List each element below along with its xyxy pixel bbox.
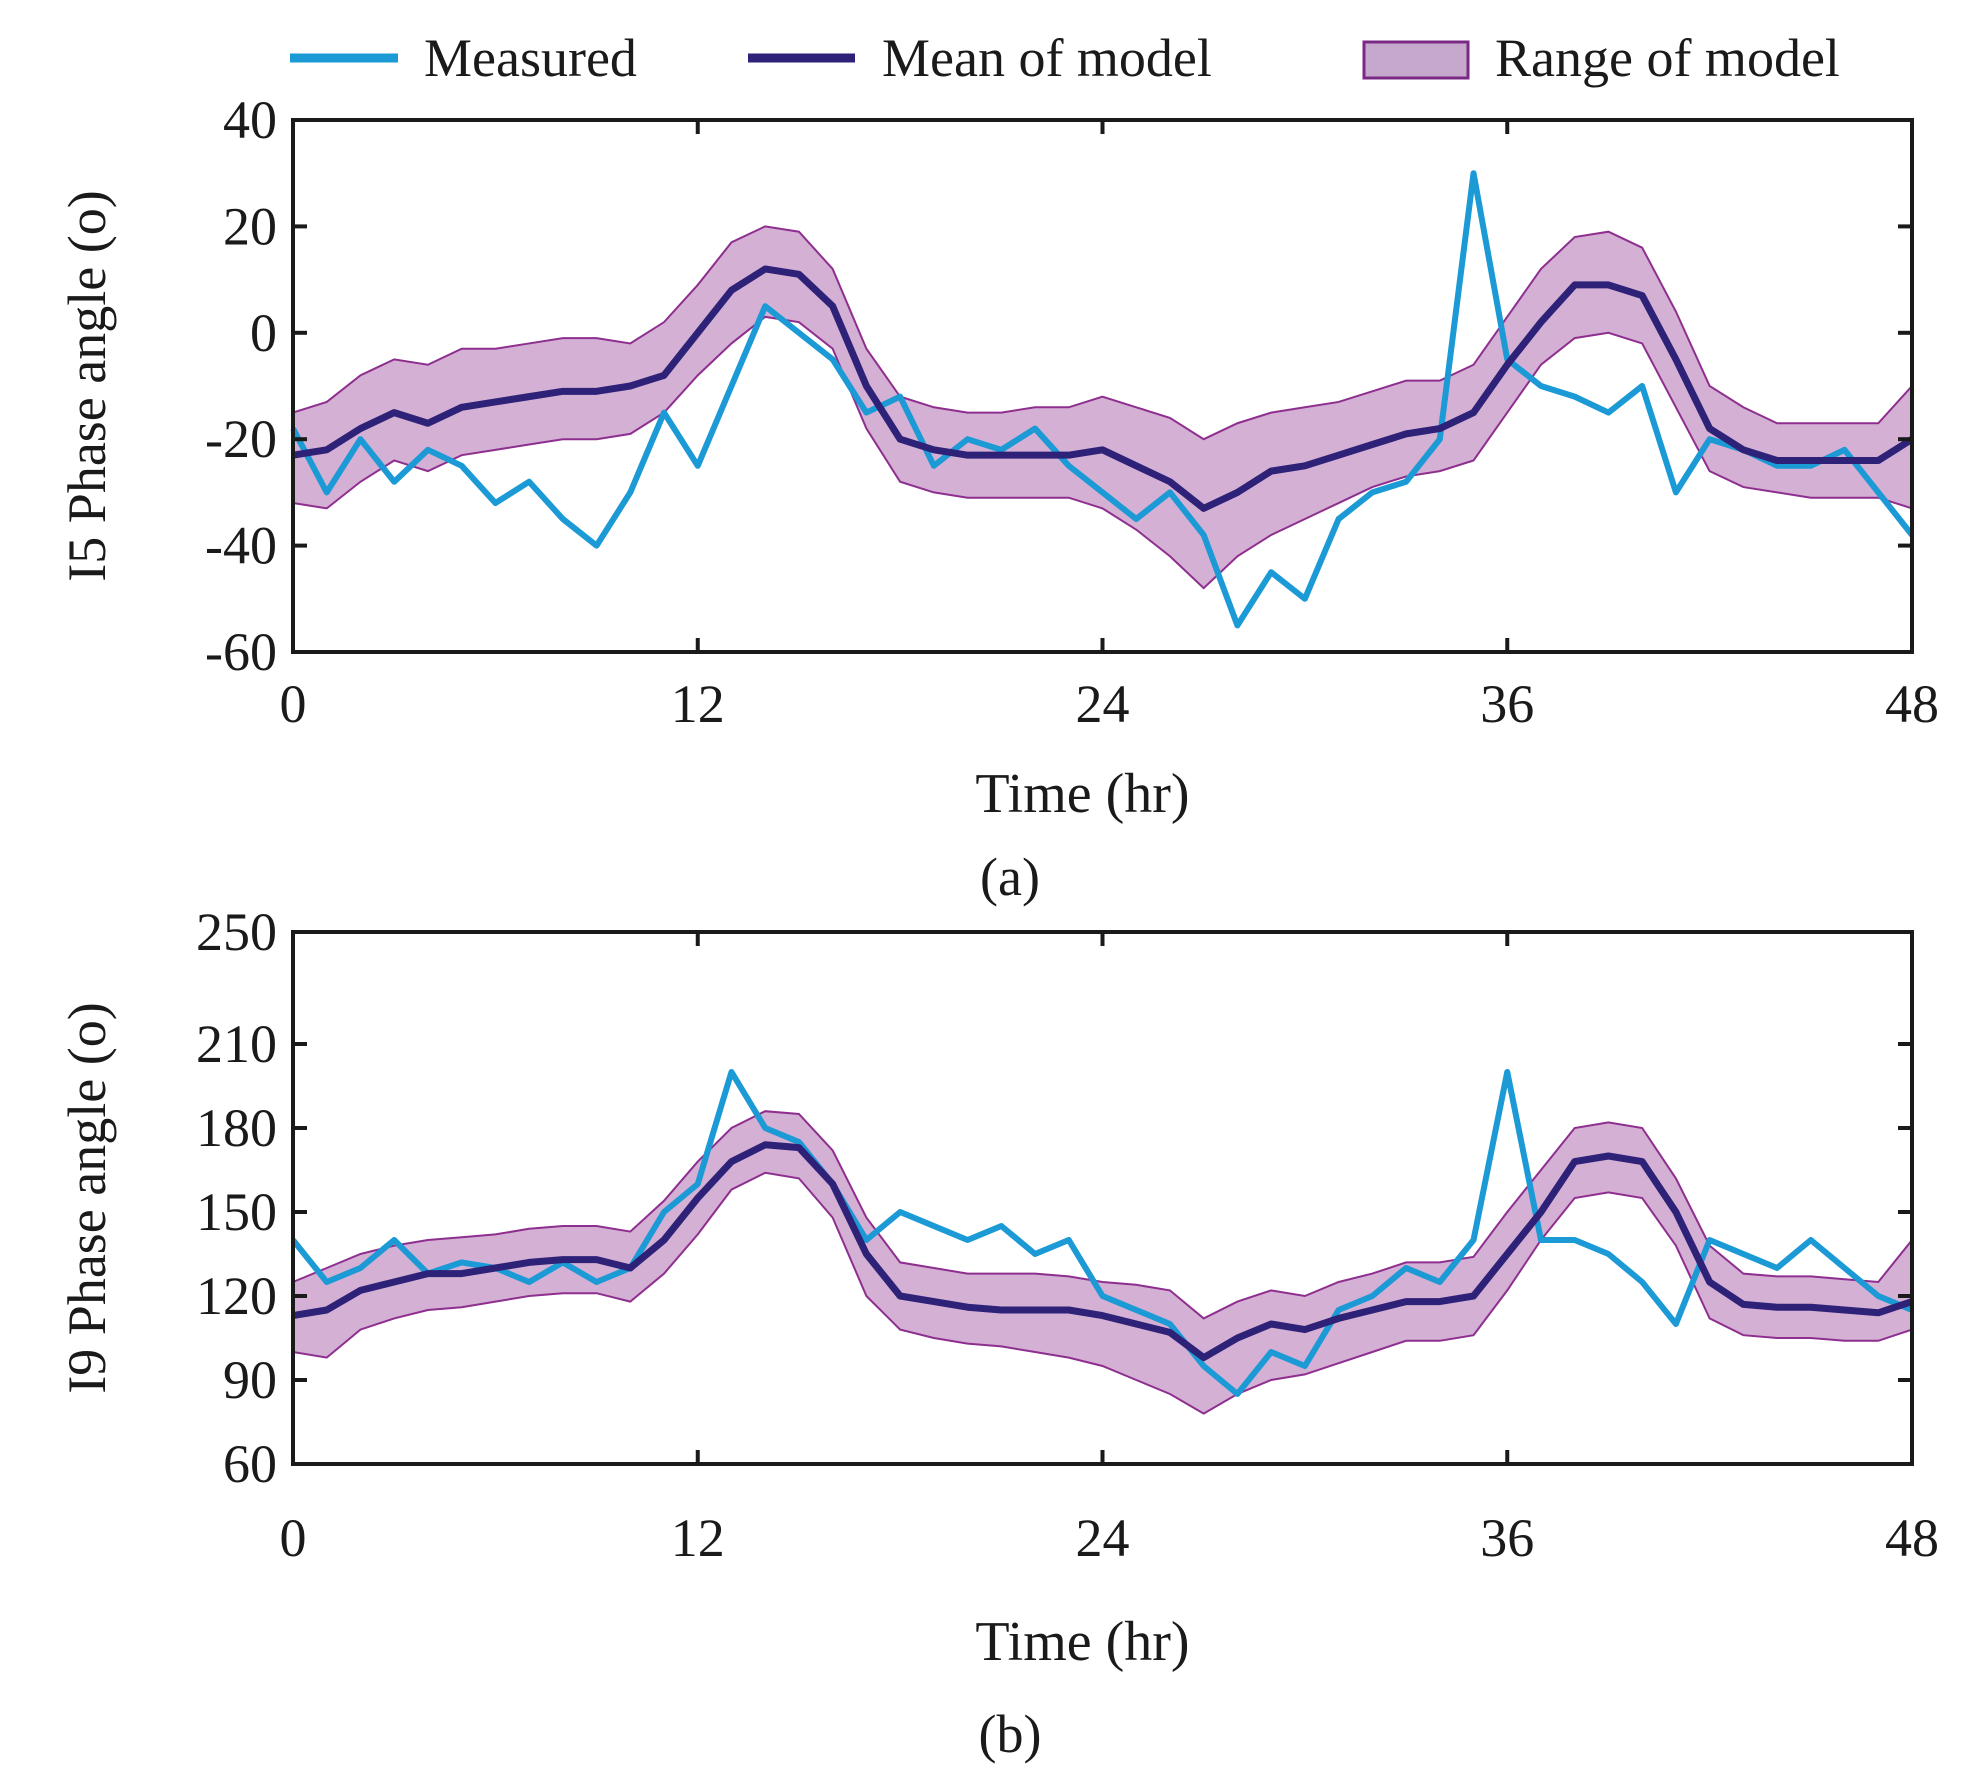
legend: Measured Mean of model Range of model	[290, 28, 1840, 88]
y-tick-label: -40	[205, 516, 277, 576]
x-tick-label: 24	[1076, 1508, 1130, 1568]
range-lower-line	[292, 315, 1913, 590]
x-tick-label: 0	[280, 1508, 307, 1568]
x-tick-label: 48	[1885, 674, 1939, 734]
chart-b: 0 12 24 36 48 60 90 120 150 180 210 250 Time (hr) I9 …	[57, 902, 1939, 1764]
x-tick-label: 36	[1480, 1508, 1534, 1568]
y-tick-label: 120	[196, 1266, 277, 1326]
range-lower-line	[292, 1171, 1913, 1415]
legend-measured-label: Measured	[424, 28, 637, 88]
legend-range-label: Range of model	[1495, 28, 1840, 88]
y-tick-label: 0	[250, 303, 277, 363]
x-axis-label: Time (hr)	[975, 1611, 1189, 1673]
subplot-caption: (b)	[979, 1704, 1042, 1764]
y-axis-label: I5 Phase angle (o)	[57, 190, 117, 581]
mean-line	[292, 1141, 1914, 1362]
range-upper-line	[292, 1110, 1913, 1320]
x-tick-label: 24	[1076, 674, 1130, 734]
legend-mean-label: Mean of model	[882, 28, 1212, 88]
y-axis-label: I9 Phase angle (o)	[57, 1002, 117, 1393]
measured-line	[290, 170, 1915, 629]
y-tick-label: 150	[196, 1182, 277, 1242]
mean-line	[292, 265, 1914, 512]
y-tick-label: 90	[223, 1350, 277, 1410]
x-tick-label: 0	[280, 674, 307, 734]
range-band	[293, 226, 1912, 589]
legend-range-swatch	[1362, 40, 1470, 80]
subplot-caption: (a)	[980, 847, 1040, 907]
y-tick-label: -20	[205, 409, 277, 469]
y-tick-label: 60	[223, 1434, 277, 1494]
x-tick-label: 12	[671, 674, 725, 734]
y-tick-label: -60	[205, 622, 277, 682]
y-tick-label: 40	[223, 90, 277, 150]
y-tick-label: 180	[196, 1098, 277, 1158]
y-tick-label: 210	[196, 1014, 277, 1074]
x-tick-label: 12	[671, 1508, 725, 1568]
y-tick-label: 20	[223, 196, 277, 256]
y-tick-label: 250	[196, 902, 277, 962]
x-tick-label: 48	[1885, 1508, 1939, 1568]
x-axis-label: Time (hr)	[975, 763, 1189, 825]
range-upper-line	[292, 225, 1913, 441]
chart-a: 0 12 24 36 48 -60 -40 -20 0 20 40 Time (hr) I5 Phase…	[57, 90, 1939, 907]
x-tick-label: 36	[1480, 674, 1534, 734]
